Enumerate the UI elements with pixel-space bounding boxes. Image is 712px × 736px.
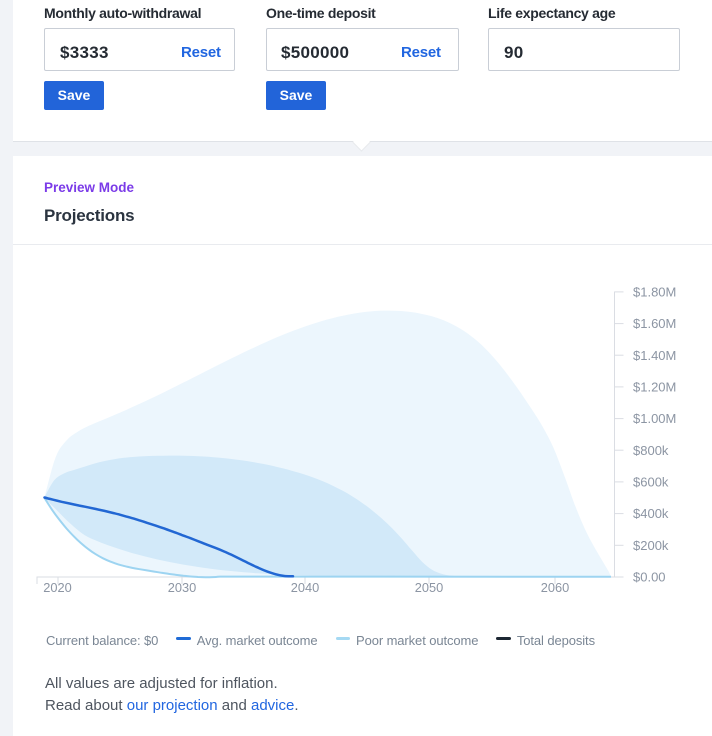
svg-text:2060: 2060: [541, 580, 569, 595]
svg-text:$800k: $800k: [633, 443, 669, 458]
svg-text:$1.20M: $1.20M: [633, 380, 676, 395]
svg-text:$400k: $400k: [633, 506, 669, 521]
svg-text:$1.60M: $1.60M: [633, 316, 676, 331]
svg-text:2020: 2020: [43, 580, 71, 595]
svg-text:$0.00: $0.00: [633, 570, 666, 585]
svg-text:$1.80M: $1.80M: [633, 285, 676, 300]
svg-text:2030: 2030: [168, 580, 196, 595]
svg-text:2040: 2040: [291, 580, 319, 595]
svg-text:2050: 2050: [415, 580, 443, 595]
svg-text:$1.40M: $1.40M: [633, 348, 676, 363]
svg-text:$1.00M: $1.00M: [633, 411, 676, 426]
svg-text:$600k: $600k: [633, 475, 669, 490]
svg-text:$200k: $200k: [633, 538, 669, 553]
